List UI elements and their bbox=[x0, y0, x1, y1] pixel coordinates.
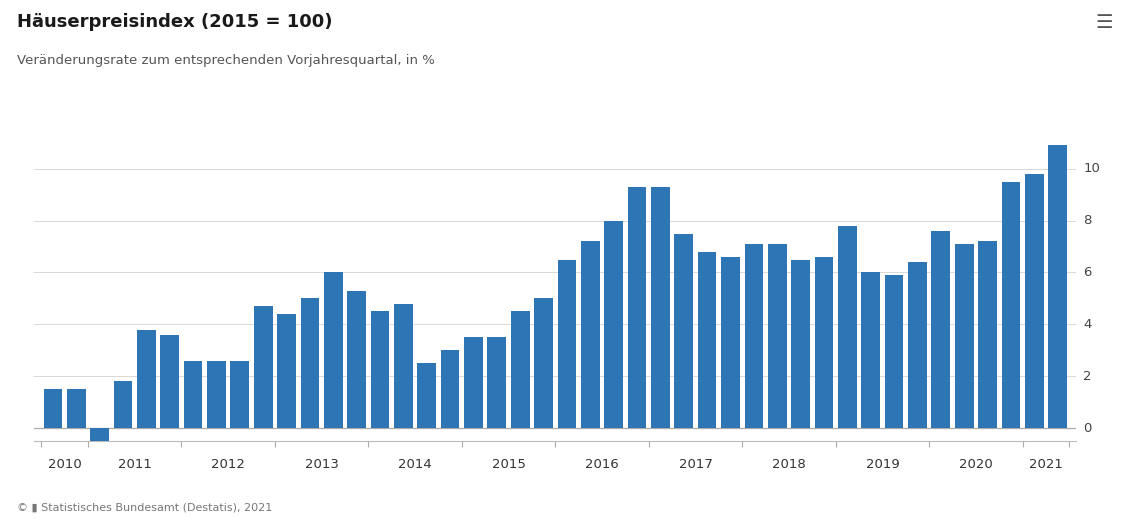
Text: 2: 2 bbox=[1083, 370, 1092, 383]
Bar bbox=[814, 257, 834, 428]
Bar bbox=[581, 241, 599, 428]
Text: 10: 10 bbox=[1083, 162, 1100, 175]
Bar bbox=[161, 335, 179, 428]
Bar bbox=[745, 244, 763, 428]
Bar bbox=[137, 330, 156, 428]
Bar bbox=[464, 337, 483, 428]
Bar bbox=[768, 244, 787, 428]
Bar bbox=[792, 260, 810, 428]
Bar bbox=[932, 231, 950, 428]
Bar bbox=[861, 272, 880, 428]
Bar bbox=[628, 187, 647, 428]
Bar bbox=[347, 291, 366, 428]
Text: 2018: 2018 bbox=[772, 458, 805, 471]
Bar bbox=[908, 262, 927, 428]
Text: 2016: 2016 bbox=[585, 458, 618, 471]
Text: 2010: 2010 bbox=[48, 458, 81, 471]
Bar bbox=[183, 361, 203, 428]
Bar bbox=[978, 241, 997, 428]
Text: 2013: 2013 bbox=[304, 458, 338, 471]
Text: © ▮ Statistisches Bundesamt (Destatis), 2021: © ▮ Statistisches Bundesamt (Destatis), … bbox=[17, 503, 272, 513]
Bar bbox=[487, 337, 506, 428]
Bar bbox=[277, 314, 296, 428]
Bar bbox=[1048, 145, 1067, 428]
Text: 8: 8 bbox=[1083, 214, 1092, 227]
Bar bbox=[534, 298, 552, 428]
Text: 2015: 2015 bbox=[492, 458, 525, 471]
Bar bbox=[67, 389, 85, 428]
Text: 4: 4 bbox=[1083, 318, 1092, 331]
Text: 2019: 2019 bbox=[866, 458, 900, 471]
Bar bbox=[114, 381, 132, 428]
Text: 2011: 2011 bbox=[117, 458, 151, 471]
Bar bbox=[605, 221, 623, 428]
Bar bbox=[652, 187, 670, 428]
Bar bbox=[207, 361, 226, 428]
Bar bbox=[885, 275, 903, 428]
Text: 6: 6 bbox=[1083, 266, 1092, 279]
Text: ☰: ☰ bbox=[1096, 13, 1113, 32]
Bar bbox=[301, 298, 319, 428]
Bar bbox=[674, 234, 694, 428]
Bar bbox=[954, 244, 974, 428]
Text: 2020: 2020 bbox=[959, 458, 993, 471]
Bar bbox=[254, 306, 272, 428]
Text: 2012: 2012 bbox=[211, 458, 245, 471]
Bar bbox=[90, 428, 109, 441]
Text: 2017: 2017 bbox=[679, 458, 712, 471]
Text: Häuserpreisindex (2015 = 100): Häuserpreisindex (2015 = 100) bbox=[17, 13, 333, 31]
Bar bbox=[323, 272, 343, 428]
Bar bbox=[441, 350, 459, 428]
Bar bbox=[838, 226, 857, 428]
Bar bbox=[511, 311, 530, 428]
Bar bbox=[698, 252, 716, 428]
Bar bbox=[1001, 182, 1021, 428]
Bar bbox=[394, 304, 412, 428]
Bar bbox=[558, 260, 576, 428]
Text: 2021: 2021 bbox=[1029, 458, 1063, 471]
Bar bbox=[43, 389, 63, 428]
Text: 2014: 2014 bbox=[399, 458, 432, 471]
Text: 0: 0 bbox=[1083, 421, 1092, 435]
Bar bbox=[1025, 174, 1043, 428]
Bar bbox=[370, 311, 390, 428]
Bar bbox=[230, 361, 249, 428]
Bar bbox=[417, 363, 436, 428]
Bar bbox=[721, 257, 740, 428]
Text: Veränderungsrate zum entsprechenden Vorjahresquartal, in %: Veränderungsrate zum entsprechenden Vorj… bbox=[17, 54, 435, 67]
